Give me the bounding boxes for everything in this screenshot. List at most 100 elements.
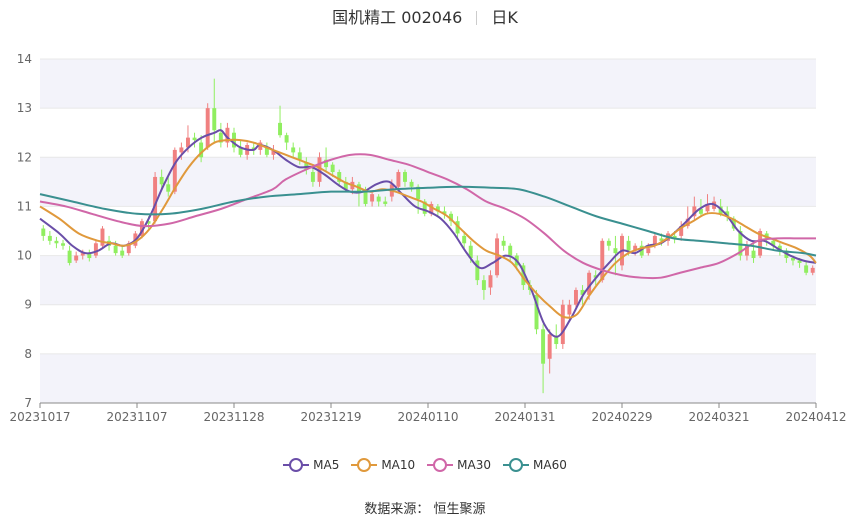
candle-body [396,172,401,187]
candle-body [521,265,526,286]
candle [462,231,467,249]
candle-body [744,245,749,256]
candle [744,240,749,261]
candle-body [238,147,243,155]
candle-body [100,228,105,246]
x-tick-label: 20231017 [9,410,70,424]
candle-body [337,172,342,182]
candle [422,199,427,217]
y-axis: 7 8 9 10 11 12 13 14 [17,52,32,410]
candle-body [409,181,414,187]
ma30-line [39,153,816,280]
candle-body [324,159,329,168]
candle-body [534,294,539,330]
candle-body [797,260,802,263]
candle-body [218,132,223,143]
candle [475,255,480,286]
candle-body [264,147,269,155]
legend-item-ma30[interactable]: MA30 [427,458,491,472]
candle [278,105,283,138]
y-tick-label: 11 [17,199,32,213]
candle [166,176,171,197]
candle [159,169,164,190]
candle [534,289,539,335]
candle-body [652,235,657,246]
data-source: 数据来源： 恒生聚源 [364,502,486,517]
candle-body [659,238,664,241]
legend-item-ma10[interactable]: MA10 [351,458,415,472]
candle [284,132,289,150]
candle [218,122,223,148]
candle [804,260,809,276]
candle [74,251,79,263]
candle-body [751,250,756,259]
candle-body [416,186,421,200]
candle [139,218,144,239]
candle-body [166,184,171,192]
legend-symbol [427,458,454,472]
candle-body [692,206,697,217]
candle-body [54,240,59,244]
candle [409,179,414,192]
candle-body [554,336,559,345]
legend-label: MA30 [457,458,492,472]
legend-symbol [351,458,378,472]
candle-body [429,203,434,214]
candle-body [725,211,730,217]
chart-gridlines [40,58,816,404]
legend: MA5 MA10 MA30 MA60 [0,458,850,475]
candle-body [646,248,651,254]
y-tick-label: 13 [17,101,32,115]
candle-body [251,147,256,150]
chart-bands [40,59,816,403]
candle-body [567,304,572,315]
y-tick-label: 10 [17,249,32,263]
y-tick-label: 14 [17,52,32,66]
candle-body [705,203,710,212]
candle-body [495,238,500,276]
candle [100,226,105,249]
candle [488,270,493,295]
candle-body [685,218,690,227]
candle-body [317,157,322,182]
x-tick-label: 20240110 [397,410,458,424]
legend-item-ma60[interactable]: MA60 [503,458,567,472]
candle [251,142,256,155]
candle [370,191,375,207]
candle [120,245,125,259]
candle-body [560,304,565,345]
candle [508,243,513,261]
candle-body [225,127,230,143]
candle-body [771,240,776,246]
candle [810,265,815,276]
candle-body [600,240,605,281]
candle [199,135,204,163]
candle [179,142,184,160]
candles [41,78,815,394]
legend-label: MA60 [533,458,567,472]
candle [264,142,269,158]
candle-body [199,142,204,158]
candle-body [462,235,467,244]
legend-item-ma5[interactable]: MA5 [283,458,339,472]
candle [310,167,315,187]
band [40,59,816,109]
ma-lines [39,129,817,338]
x-tick-label: 20231107 [106,410,167,424]
candle-body [442,211,447,214]
candle [258,140,263,155]
candle [455,216,460,239]
candle [403,169,407,187]
candle-body [126,243,131,254]
y-tick-label: 9 [24,298,32,312]
candle [271,145,276,160]
candle-body [738,231,743,256]
candle-body [573,289,578,305]
candle [205,103,210,150]
candle-body [205,108,210,148]
candle-body [468,245,473,259]
title-separator [476,11,478,25]
candle [376,194,381,207]
candle [560,299,565,349]
x-tick-label: 20240412 [785,410,846,424]
